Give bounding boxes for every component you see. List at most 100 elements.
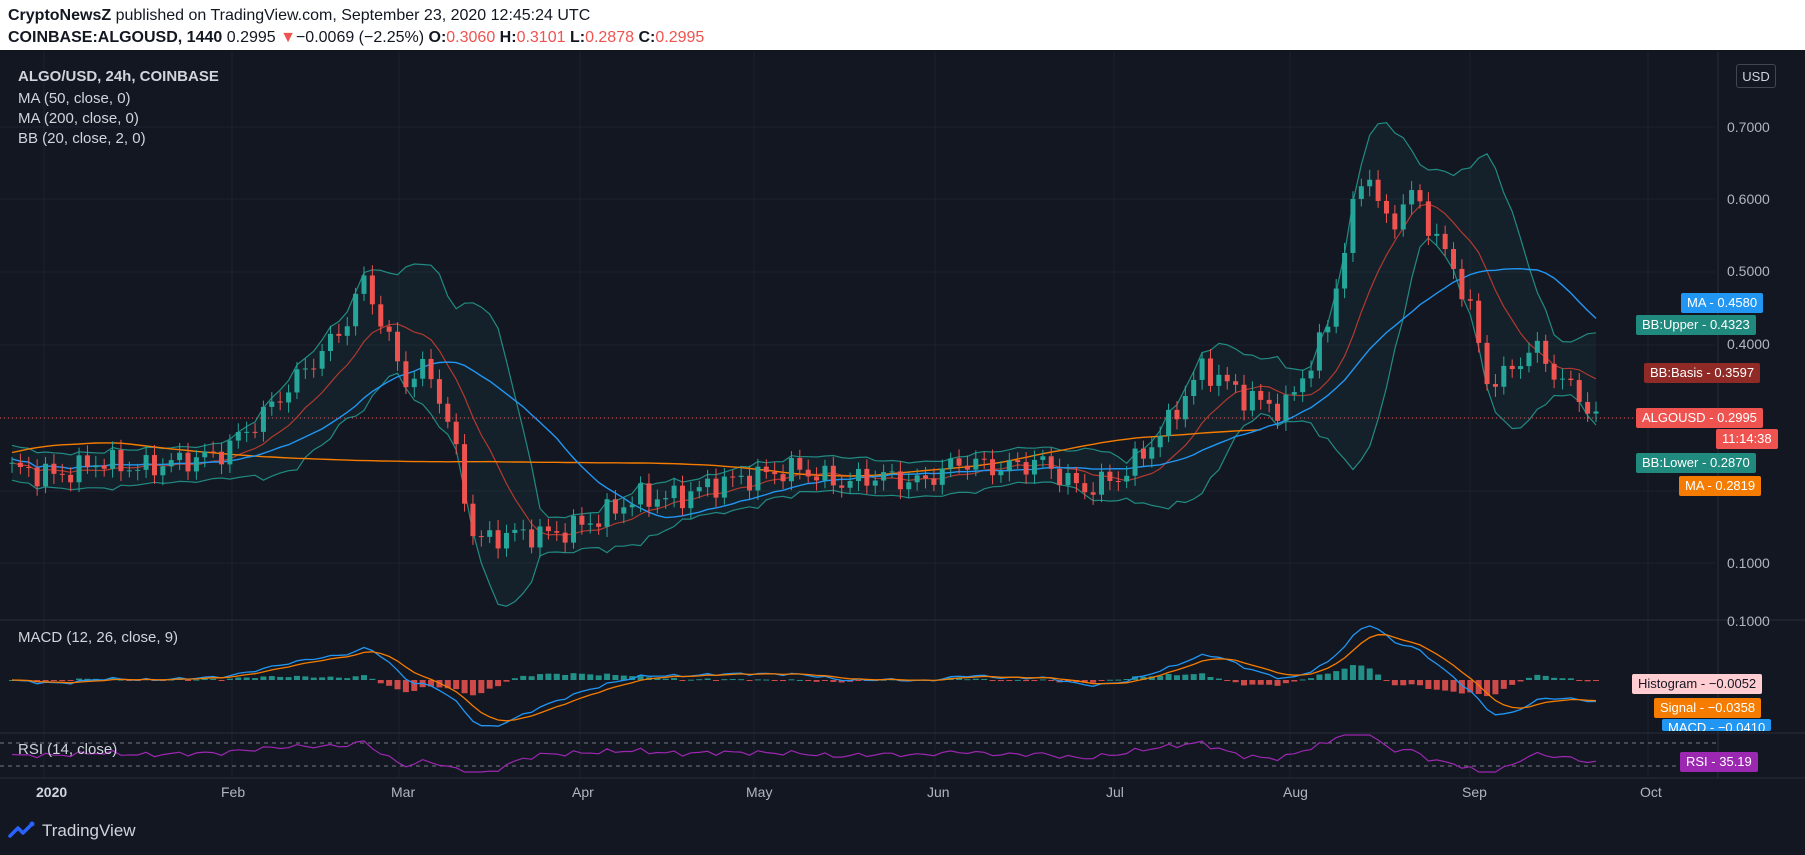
tradingview-logo[interactable]: TradingView [8, 820, 136, 842]
macd-histogram-bar [587, 674, 594, 680]
candle-body [252, 431, 258, 433]
macd-histogram-bar [1006, 680, 1013, 681]
candle-body [361, 275, 367, 294]
ma50-legend[interactable]: MA (50, close, 0) [18, 90, 131, 107]
macd-histogram-bar [1316, 674, 1323, 680]
candle-body [755, 466, 761, 491]
candle-body [688, 491, 694, 509]
macd-histogram-bar [1450, 680, 1457, 692]
candle-body [604, 499, 610, 527]
candle-body [780, 474, 786, 482]
candle-body [445, 403, 451, 422]
candle-body [219, 451, 225, 465]
price-tick: 0.1000 [1727, 555, 1770, 571]
symbol-label: COINBASE:ALGOUSD, 1440 [8, 29, 223, 46]
candle-body [1358, 186, 1364, 199]
open-value: 0.3060 [446, 29, 496, 46]
bb-upper-badge: BB:Upper - 0.4323 [1636, 315, 1756, 335]
candle-body [1585, 401, 1591, 414]
macd-histogram-bar [1215, 678, 1222, 680]
macd-histogram-bar [604, 673, 611, 680]
rsi-legend[interactable]: RSI (14, close) [18, 741, 118, 758]
candle-body [1191, 379, 1197, 396]
macd-histogram-bar [704, 678, 711, 680]
candle-body [210, 451, 216, 453]
macd-histogram-bar [821, 680, 828, 681]
macd-histogram-bar [335, 677, 342, 680]
candle-body [294, 369, 300, 393]
macd-histogram-bar [520, 675, 527, 680]
down-arrow-icon: ▼ [280, 29, 296, 46]
macd-histogram-bar [972, 678, 979, 680]
macd-histogram-bar [654, 678, 661, 680]
macd-histogram-bar [344, 678, 351, 680]
candle-body [503, 532, 509, 549]
macd-histogram-bar [1333, 671, 1340, 680]
chart-header: CryptoNewsZ published on TradingView.com… [0, 0, 1805, 50]
candle-body [654, 499, 660, 507]
macd-histogram-bar [1157, 675, 1164, 680]
candle-body [76, 455, 82, 483]
macd-histogram-bar [285, 677, 292, 680]
rsi-badge: RSI - 35.19 [1680, 752, 1758, 772]
candle-body [462, 444, 468, 504]
candle-body [545, 526, 551, 532]
candle-body [1442, 233, 1448, 250]
macd-histogram-bar [1090, 680, 1097, 683]
macd-histogram-bar [1182, 674, 1189, 680]
candle-body [1040, 456, 1046, 460]
macd-histogram-bar [1366, 668, 1373, 680]
bb-fill [12, 122, 1596, 607]
candle-body [118, 449, 124, 472]
candle-body [881, 472, 887, 481]
candle-body [872, 480, 878, 486]
signal-badge: Signal - −0.0358 [1654, 698, 1762, 718]
candle-body [311, 368, 317, 370]
candle-body [1275, 403, 1281, 421]
candle-body [1233, 381, 1239, 385]
candle-body [562, 532, 568, 543]
macd-histogram-bar [612, 675, 619, 680]
candle-body [730, 476, 736, 478]
candle-body [1207, 358, 1213, 386]
macd-histogram-bar [1500, 680, 1507, 689]
macd-histogram-bar [1542, 675, 1549, 680]
ma50-badge: MA - 0.4580 [1681, 293, 1764, 313]
candle-body [1400, 204, 1406, 230]
macd-histogram-bar [838, 680, 845, 683]
currency-unit-button[interactable]: USD [1736, 64, 1776, 88]
macd-histogram-bar [302, 676, 309, 680]
macd-histogram-bar [252, 678, 259, 680]
macd-histogram-bar [880, 679, 887, 681]
candle-body [1065, 472, 1071, 486]
candle-body [822, 465, 828, 481]
macd-legend[interactable]: MACD (12, 26, close, 9) [18, 629, 179, 646]
macd-histogram-bar [1341, 668, 1348, 680]
candle-body [1099, 471, 1105, 495]
candle-body [1375, 179, 1381, 201]
macd-histogram-bar [1375, 674, 1382, 680]
candle-body [587, 523, 593, 525]
macd-histogram-bar [1065, 680, 1071, 682]
macd-histogram-bar [268, 676, 275, 680]
candle-body [1241, 384, 1247, 411]
candle-body [1325, 326, 1331, 333]
histogram-badge: Histogram - −0.0052 [1632, 674, 1763, 694]
candle-body [1526, 352, 1532, 367]
macd-histogram-bar [729, 679, 736, 681]
candle-body [529, 529, 535, 548]
macd-histogram-bar [444, 680, 451, 689]
price-change: −0.0069 (−2.25%) [295, 29, 425, 46]
candle-body [931, 478, 937, 485]
publisher-name[interactable]: CryptoNewsZ [8, 7, 112, 24]
x-tick-aug: Aug [1283, 784, 1308, 800]
candle-body [1417, 190, 1423, 202]
x-tick-apr: Apr [572, 784, 594, 800]
bb-legend[interactable]: BB (20, close, 2, 0) [18, 130, 146, 147]
ma200-legend[interactable]: MA (200, close, 0) [18, 110, 139, 127]
candle-body [1333, 288, 1339, 327]
macd-histogram-bar [713, 680, 719, 681]
candle-body [1115, 481, 1121, 483]
candle-body [939, 468, 945, 485]
